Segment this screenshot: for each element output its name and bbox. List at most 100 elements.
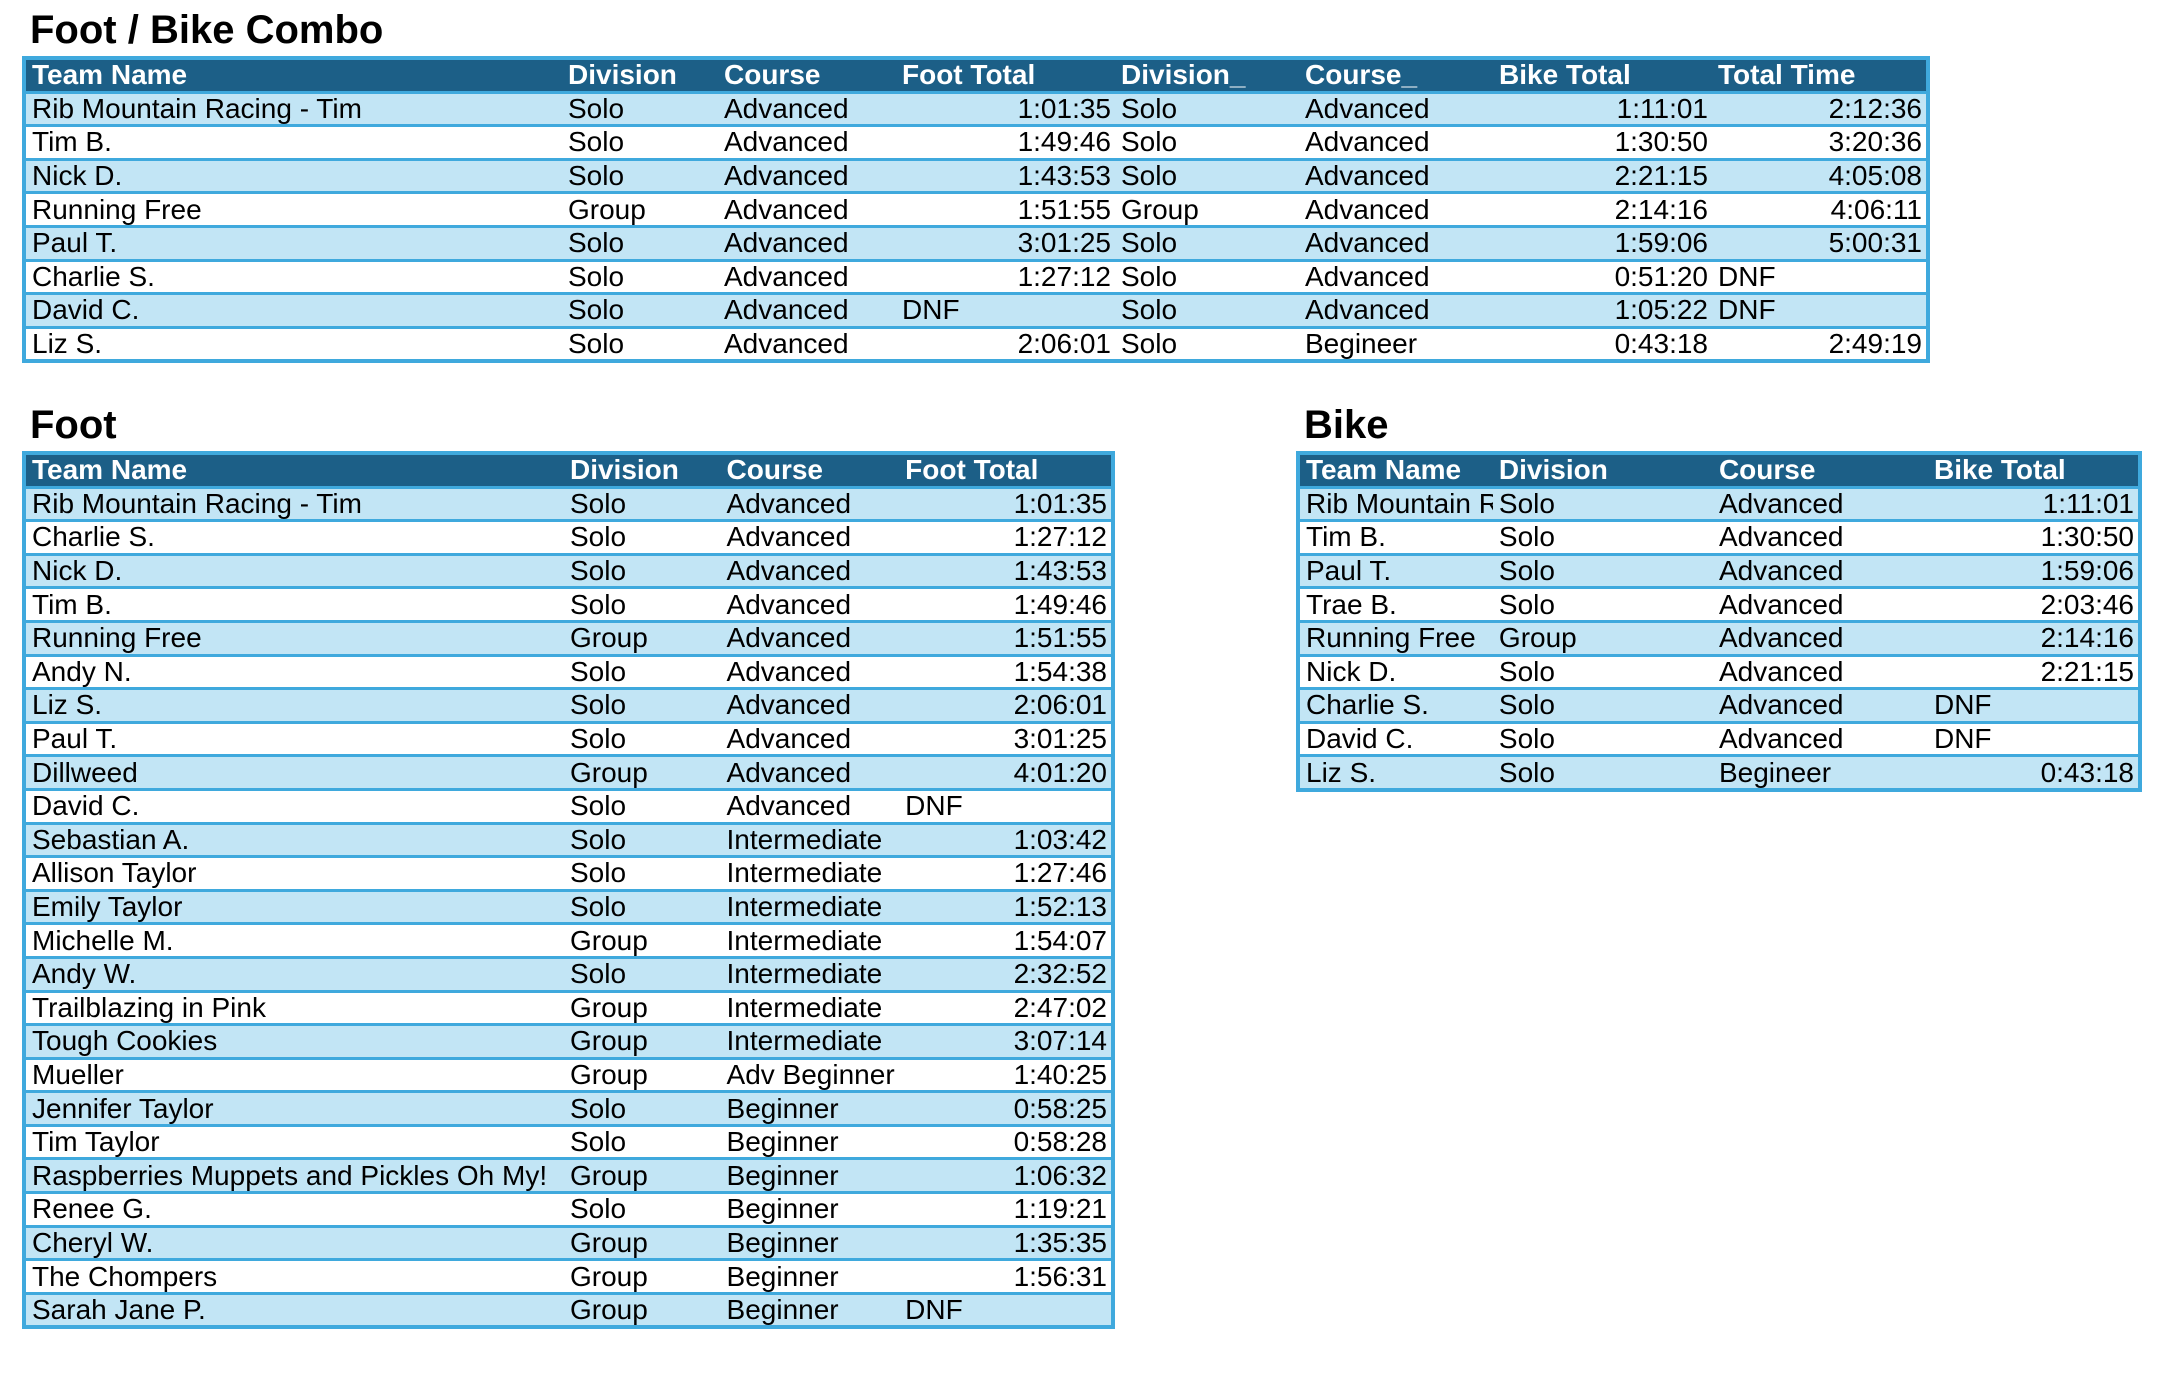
- foot-cell-division: Solo: [563, 554, 721, 590]
- foot-cell-foot-total: DNF: [899, 1293, 1113, 1329]
- bike-cell-team-name: Liz S.: [1298, 755, 1493, 792]
- combo-header-foot-total: Foot Total: [896, 58, 1115, 94]
- bike-header-bike-total: Bike Total: [1927, 453, 2140, 489]
- combo-cell-foot-total: 1:01:35: [896, 92, 1115, 128]
- foot-cell-team-name: Liz S.: [24, 688, 564, 724]
- table-row: Rib Mountain Racing - Tim Solo Advanced 1:0…: [24, 487, 1113, 523]
- table-row: Charlie S. Solo Advanced DNF: [1298, 688, 2140, 724]
- combo-cell-team-name: Liz S.: [24, 327, 562, 363]
- table-row: Charlie S. Solo Advanced 1:27:12 Solo Advance…: [24, 260, 1928, 296]
- table-row: Sarah Jane P. Group Beginner DNF: [24, 1293, 1113, 1329]
- foot-cell-foot-total: 2:32:52: [899, 957, 1113, 993]
- table-row: Cheryl W. Group Beginner 1:35:35: [24, 1226, 1113, 1262]
- foot-cell-foot-total: 1:54:07: [899, 923, 1113, 959]
- foot-cell-course: Intermediate: [720, 923, 900, 959]
- table-row: Tough Cookies Group Intermediate 3:07:14: [24, 1024, 1113, 1060]
- table-row: David C. Solo Advanced DNF Solo Advanced 1:05:…: [24, 293, 1928, 329]
- foot-cell-division: Solo: [563, 487, 721, 523]
- foot-cell-team-name: Emily Taylor: [24, 890, 564, 926]
- table-row: Rib Mountain R Solo Advanced 1:11:01: [1298, 487, 2140, 523]
- table-row: Liz S. Solo Advanced 2:06:01 Solo Begineer 0:4…: [24, 327, 1928, 363]
- foot-cell-course: Beginner: [720, 1125, 900, 1161]
- bike-cell-course: Advanced: [1712, 554, 1928, 590]
- combo-cell-course: Advanced: [718, 92, 896, 128]
- combo-cell-foot-total: DNF: [896, 293, 1115, 329]
- bike-cell-division: Solo: [1492, 755, 1713, 792]
- foot-cell-course: Advanced: [720, 520, 900, 556]
- foot-cell-team-name: Trailblazing in Pink: [24, 991, 564, 1027]
- combo-cell-course: Advanced: [718, 226, 896, 262]
- combo-cell-division: Solo: [1115, 226, 1299, 262]
- foot-cell-foot-total: 0:58:28: [899, 1125, 1113, 1161]
- table-row: Andy N. Solo Advanced 1:54:38: [24, 655, 1113, 691]
- combo-cell-total-time: 4:05:08: [1712, 159, 1928, 195]
- bike-cell-team-name: Rib Mountain R: [1298, 487, 1493, 523]
- table-row: Running Free Group Advanced 1:51:55: [24, 621, 1113, 657]
- foot-cell-team-name: Andy N.: [24, 655, 564, 691]
- foot-cell-team-name: David C.: [24, 789, 564, 825]
- combo-cell-course: Begineer: [1299, 327, 1493, 363]
- bike-cell-course: Advanced: [1712, 621, 1928, 657]
- bike-cell-team-name: Nick D.: [1298, 655, 1493, 691]
- table-row: Running Free Group Advanced 1:51:55 Group Adv…: [24, 192, 1928, 228]
- foot-cell-team-name: Jennifer Taylor: [24, 1091, 564, 1127]
- combo-results-table: Team Name Division Course Foot Total Divisio…: [22, 56, 1930, 364]
- foot-cell-course: Advanced: [720, 554, 900, 590]
- combo-header-course: Course: [718, 58, 896, 94]
- foot-cell-division: Solo: [563, 587, 721, 623]
- bike-cell-course: Advanced: [1712, 587, 1928, 623]
- bike-cell-team-name: David C.: [1298, 722, 1493, 758]
- combo-cell-team-name: David C.: [24, 293, 562, 329]
- foot-cell-division: Group: [563, 755, 721, 791]
- combo-header-division: Division: [562, 58, 718, 94]
- combo-header-bike-total: Bike Total: [1493, 58, 1712, 94]
- bike-cell-division: Solo: [1492, 554, 1713, 590]
- foot-results-table: Team Name Division Course Foot Total Rib Mou…: [22, 451, 1115, 1330]
- table-row: Andy W. Solo Intermediate 2:32:52: [24, 957, 1113, 993]
- table-row: Renee G. Solo Beginner 1:19:21: [24, 1192, 1113, 1228]
- foot-cell-team-name: Renee G.: [24, 1192, 564, 1228]
- combo-cell-foot-total: 3:01:25: [896, 226, 1115, 262]
- bike-header-course: Course: [1712, 453, 1928, 489]
- table-row: Charlie S. Solo Advanced 1:27:12: [24, 520, 1113, 556]
- combo-cell-division: Solo: [1115, 159, 1299, 195]
- foot-header-team-name: Team Name: [24, 453, 564, 489]
- foot-cell-course: Adv Beginner: [720, 1058, 900, 1094]
- bike-cell-team-name: Running Free: [1298, 621, 1493, 657]
- table-row: Emily Taylor Solo Intermediate 1:52:13: [24, 890, 1113, 926]
- foot-cell-division: Group: [563, 991, 721, 1027]
- foot-cell-course: Advanced: [720, 487, 900, 523]
- combo-cell-course: Advanced: [718, 125, 896, 161]
- combo-cell-bike-total: 1:59:06: [1493, 226, 1712, 262]
- combo-title: Foot / Bike Combo: [30, 8, 384, 52]
- foot-cell-team-name: Tough Cookies: [24, 1024, 564, 1060]
- foot-cell-team-name: The Chompers: [24, 1259, 564, 1295]
- combo-header-division: Division_: [1115, 58, 1299, 94]
- foot-cell-foot-total: 1:06:32: [899, 1158, 1113, 1195]
- foot-cell-foot-total: 1:03:42: [899, 823, 1113, 859]
- bike-cell-course: Advanced: [1712, 688, 1928, 724]
- combo-cell-team-name: Charlie S.: [24, 260, 562, 296]
- foot-cell-foot-total: 1:43:53: [899, 554, 1113, 590]
- bike-header-division: Division: [1492, 453, 1713, 489]
- foot-cell-foot-total: 1:56:31: [899, 1259, 1113, 1295]
- table-row: Rib Mountain Racing - Tim Solo Advanced 1:0…: [24, 92, 1928, 128]
- table-row: Liz S. Solo Advanced 2:06:01: [24, 688, 1113, 724]
- bike-results-table: Team Name Division Course Bike Total Rib Mou…: [1296, 451, 2142, 792]
- combo-cell-division: Solo: [1115, 293, 1299, 329]
- combo-cell-foot-total: 1:43:53: [896, 159, 1115, 195]
- foot-cell-course: Beginner: [720, 1226, 900, 1262]
- bike-cell-bike-total: 1:11:01: [1927, 487, 2140, 523]
- foot-cell-division: Solo: [563, 856, 721, 892]
- bike-cell-team-name: Trae B.: [1298, 587, 1493, 623]
- bike-cell-bike-total: 2:21:15: [1927, 655, 2140, 691]
- foot-header-row: Team Name Division Course Foot Total: [24, 453, 1113, 489]
- foot-cell-team-name: Paul T.: [24, 722, 564, 758]
- foot-cell-team-name: Cheryl W.: [24, 1226, 564, 1262]
- foot-cell-foot-total: 1:35:35: [899, 1226, 1113, 1262]
- foot-cell-division: Group: [563, 1058, 721, 1094]
- foot-cell-course: Beginner: [720, 1091, 900, 1127]
- combo-cell-bike-total: 2:14:16: [1493, 192, 1712, 228]
- table-row: Raspberries Muppets and Pickles Oh My! Gr…: [24, 1158, 1113, 1195]
- foot-cell-team-name: Raspberries Muppets and Pickles Oh My!: [24, 1158, 564, 1195]
